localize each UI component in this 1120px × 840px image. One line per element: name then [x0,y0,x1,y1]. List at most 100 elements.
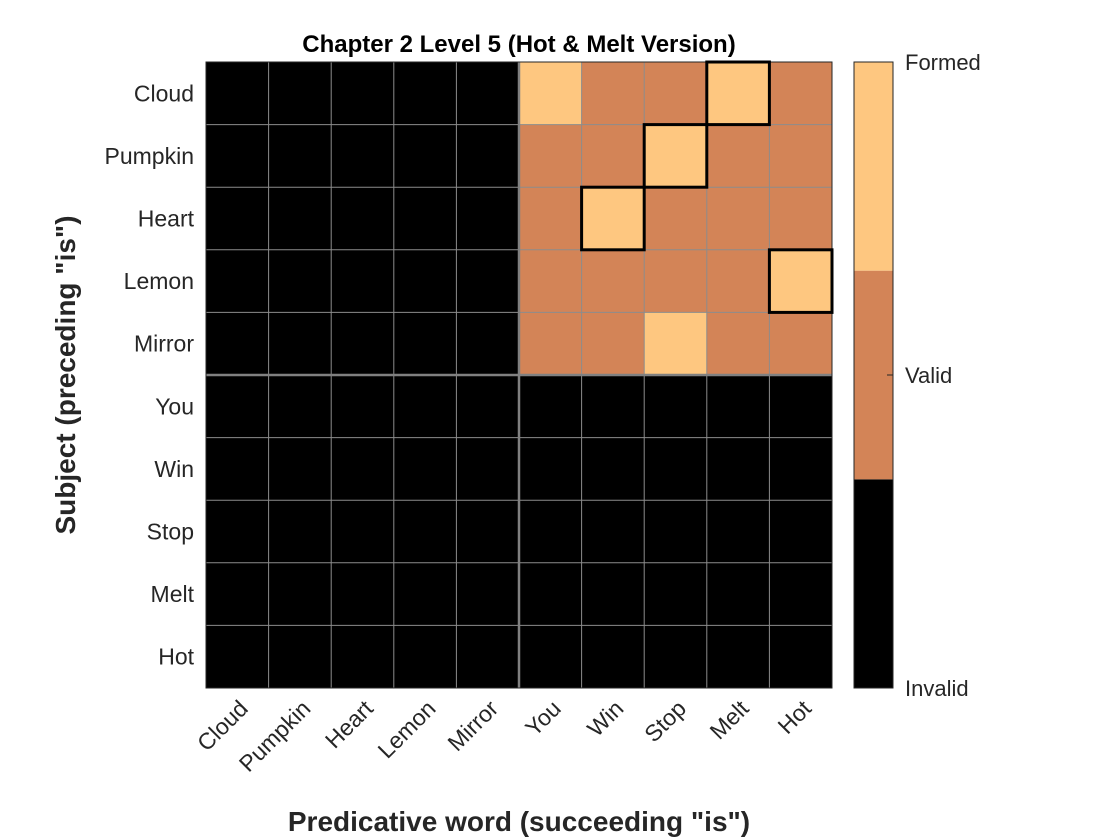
heatmap-cell [456,500,519,563]
y-tick-label: Lemon [124,268,194,294]
x-tick-label: Win [582,695,628,741]
highlighted-cell [642,123,709,189]
heatmap-cell [769,375,832,438]
heatmap-cell [331,187,394,250]
heatmap-cell [393,249,457,313]
x-tick-label: Heart [320,695,379,754]
heatmap-cell [268,249,332,313]
heatmap-cell [456,625,519,688]
heatmap-cell [331,625,394,688]
heatmap-cell [393,124,457,188]
heatmap-cell [644,124,707,188]
heatmap-cell [581,500,645,563]
heatmap-cell [706,625,770,688]
heatmap-cell [519,62,582,125]
heatmap-cell [268,124,332,188]
heatmap-cell [393,562,457,626]
y-tick-label: Stop [147,519,194,545]
heatmap-cell [644,187,707,250]
x-tick-label: You [520,695,566,741]
heatmap-cell [268,500,332,563]
heatmap-cell [206,562,269,626]
y-tick-label: Mirror [134,331,194,357]
heatmap-cell [206,249,269,313]
heatmap-cell [206,62,269,125]
colorbar-segment [854,62,893,271]
x-tick-label: Stop [639,695,691,747]
heatmap-cell [268,62,332,125]
plot-frame [205,61,833,689]
heatmap-cell [331,249,394,313]
heatmap-cell [268,562,332,626]
heatmap-cell [519,124,582,188]
highlighted-cell [705,60,771,127]
heatmap-cell [581,625,645,688]
heatmap-cell [268,187,332,250]
heatmap-cell [581,312,645,375]
heatmap-cell [581,187,645,250]
heatmap-cell [331,124,394,188]
heatmap-cell [268,375,332,438]
heatmap-cell [581,62,645,125]
y-tick-label: Melt [151,581,195,607]
heatmap-cell [581,249,645,313]
heatmap-cell [706,124,770,188]
heatmap-cell [706,249,770,313]
heatmap-cell [769,312,832,375]
heatmap-cell [706,562,770,626]
heatmap-cell [456,437,519,501]
heatmap-cell [519,437,582,501]
heatmap-cell [706,187,770,250]
x-axis-label: Predicative word (succeeding "is") [288,806,750,837]
heatmap-cell [769,249,832,313]
heatmap-cell [331,312,394,375]
y-tick-label: You [155,393,194,419]
heatmap-cell [769,500,832,563]
colorbar-segment [854,479,893,688]
heatmap-cell [331,375,394,438]
colorbar-segment [854,270,893,480]
y-axis-label: Subject (preceding "is") [50,215,81,534]
heatmap-cell [706,500,770,563]
heatmap-cell [769,62,832,125]
heatmap-cell [393,437,457,501]
heatmap-cell [769,625,832,688]
heatmap-cell [206,437,269,501]
heatmap-cell [206,187,269,250]
heatmap-cell [393,187,457,250]
colorbar-tick-label: Invalid [905,676,969,701]
heatmap-cell [268,312,332,375]
heatmap-cell [456,249,519,313]
heatmap-cell [331,437,394,501]
colorbar-tick-label: Formed [905,50,981,75]
heatmap-cell [769,562,832,626]
heatmap-gridlines [205,61,833,689]
heatmap-cell [268,437,332,501]
x-tick-label: Lemon [373,695,441,763]
heatmap-cell [206,625,269,688]
x-tick-label: Cloud [192,695,253,756]
x-tick-label: Melt [705,695,755,745]
heatmap-cell [769,124,832,188]
heatmap-cell [519,500,582,563]
heatmap-cell [644,375,707,438]
heatmap-cell [519,187,582,250]
heatmap-cell [393,375,457,438]
heatmap-cell [206,124,269,188]
x-tick-label: Mirror [442,695,503,756]
heatmap-cell [456,562,519,626]
y-tick-label: Cloud [134,80,194,106]
y-tick-label: Heart [138,206,195,232]
heatmap-cell [581,562,645,626]
chart-title: Chapter 2 Level 5 (Hot & Melt Version) [302,31,735,58]
heatmap-cell [706,437,770,501]
heatmap-cell [519,625,582,688]
highlighted-cells [580,60,834,314]
heatmap-cell [644,625,707,688]
y-tick-label: Hot [158,644,194,670]
heatmap-cell [644,249,707,313]
heatmap-cell [769,437,832,501]
heatmap-cell [393,500,457,563]
heatmap-cell [393,625,457,688]
